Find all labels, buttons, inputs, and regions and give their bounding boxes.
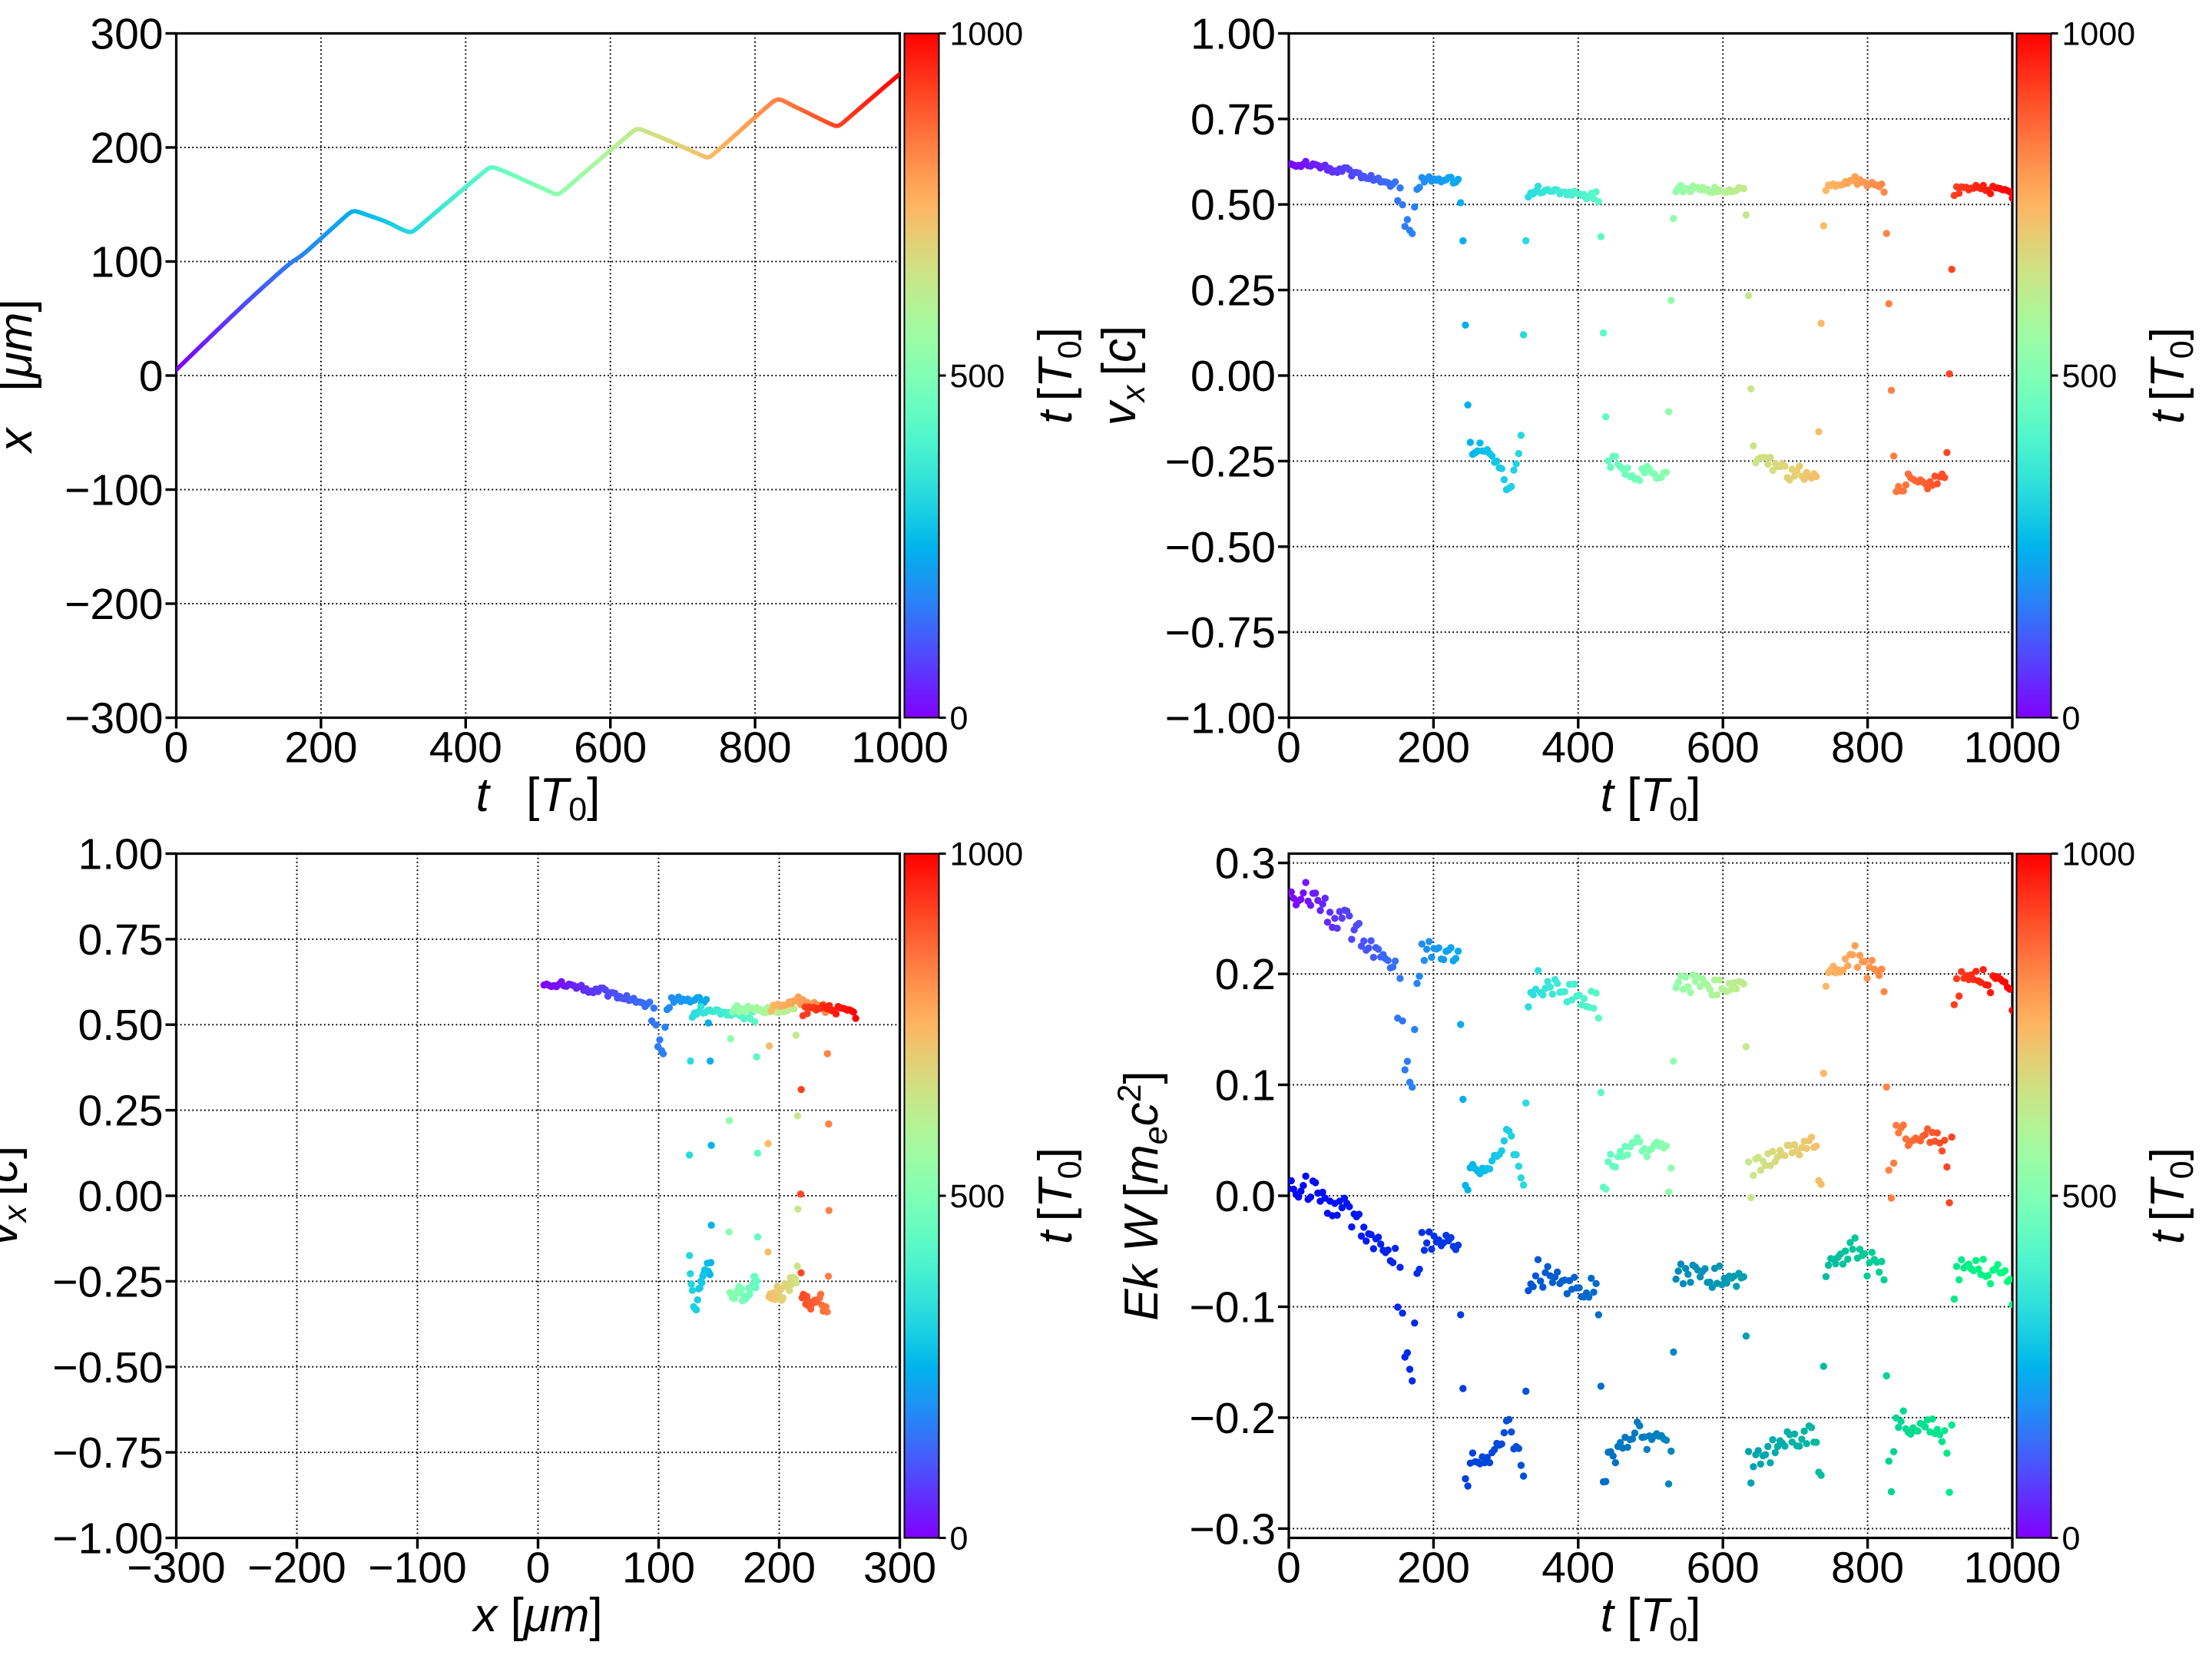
svg-text:−0.50: −0.50 (1165, 523, 1276, 572)
svg-text:1000: 1000 (1964, 1544, 2061, 1593)
svg-text:0: 0 (950, 700, 969, 737)
svg-text:−0.25: −0.25 (52, 1257, 163, 1306)
svg-text:0.25: 0.25 (1190, 266, 1276, 316)
svg-text:0: 0 (1277, 1544, 1301, 1593)
svg-text:0.75: 0.75 (1190, 95, 1276, 144)
svg-text:100: 100 (90, 238, 163, 287)
svg-text:−0.50: −0.50 (52, 1343, 163, 1392)
svg-text:300: 300 (863, 1544, 936, 1593)
svg-text:−0.3: −0.3 (1189, 1505, 1276, 1554)
svg-text:−100: −100 (65, 466, 163, 515)
svg-text:1.00: 1.00 (1190, 10, 1276, 59)
svg-text:400: 400 (429, 723, 502, 773)
svg-text:0.00: 0.00 (1190, 352, 1276, 401)
svg-text:0.75: 0.75 (78, 915, 164, 965)
svg-text:600: 600 (1687, 723, 1760, 773)
svg-text:x [μm]: x [μm] (0, 299, 42, 454)
svg-text:400: 400 (1541, 723, 1614, 773)
svg-text:0: 0 (139, 352, 164, 401)
svg-text:0: 0 (2062, 700, 2081, 737)
svg-text:0.2: 0.2 (1215, 950, 1276, 999)
svg-text:0.0: 0.0 (1215, 1172, 1276, 1221)
svg-text:500: 500 (950, 358, 1005, 395)
svg-text:200: 200 (284, 723, 357, 773)
svg-text:1000: 1000 (1964, 723, 2061, 773)
svg-text:−100: −100 (368, 1544, 466, 1593)
svg-text:500: 500 (950, 1178, 1005, 1215)
svg-text:100: 100 (622, 1544, 695, 1593)
svg-text:600: 600 (574, 723, 647, 773)
svg-text:1000: 1000 (2062, 16, 2136, 53)
svg-text:1.00: 1.00 (78, 830, 164, 879)
svg-text:200: 200 (90, 124, 163, 173)
svg-text:0.50: 0.50 (78, 1001, 164, 1050)
svg-text:0.00: 0.00 (78, 1172, 164, 1221)
svg-text:0: 0 (950, 1521, 969, 1557)
svg-text:200: 200 (743, 1544, 816, 1593)
svg-text:1000: 1000 (851, 723, 949, 773)
svg-text:800: 800 (1831, 723, 1904, 773)
svg-text:1000: 1000 (2062, 836, 2136, 873)
svg-text:−1.00: −1.00 (1165, 694, 1276, 743)
svg-text:0.50: 0.50 (1190, 180, 1276, 230)
svg-text:0: 0 (1277, 723, 1301, 773)
svg-text:−0.2: −0.2 (1189, 1394, 1276, 1443)
svg-text:vx [c]: vx [c] (1093, 326, 1152, 425)
svg-text:−0.75: −0.75 (1165, 608, 1276, 657)
svg-text:−200: −200 (65, 580, 163, 629)
svg-text:−200: −200 (247, 1544, 346, 1593)
svg-text:x [μm]: x [μm] (471, 1589, 602, 1642)
svg-text:−0.25: −0.25 (1165, 437, 1276, 486)
svg-text:0: 0 (164, 723, 189, 773)
svg-text:−0.1: −0.1 (1189, 1283, 1276, 1332)
svg-text:0: 0 (526, 1544, 551, 1593)
svg-text:0.1: 0.1 (1215, 1061, 1276, 1111)
svg-text:−300: −300 (65, 694, 163, 743)
svg-text:500: 500 (2062, 358, 2118, 395)
svg-text:300: 300 (90, 10, 163, 59)
svg-text:Ek W [mec2]: Ek W [mec2] (1111, 1071, 1174, 1320)
svg-text:0: 0 (2062, 1521, 2081, 1557)
svg-text:−1.00: −1.00 (52, 1514, 163, 1564)
svg-text:600: 600 (1687, 1544, 1760, 1593)
svg-text:0.3: 0.3 (1215, 839, 1276, 889)
svg-text:500: 500 (2062, 1178, 2118, 1215)
svg-text:400: 400 (1541, 1544, 1614, 1593)
svg-text:200: 200 (1397, 1544, 1470, 1593)
svg-text:800: 800 (719, 723, 792, 773)
svg-text:800: 800 (1831, 1544, 1904, 1593)
svg-text:0.25: 0.25 (78, 1087, 164, 1136)
svg-text:−0.75: −0.75 (52, 1428, 163, 1478)
svg-text:1000: 1000 (950, 16, 1024, 53)
svg-text:200: 200 (1397, 723, 1470, 773)
svg-text:1000: 1000 (950, 836, 1024, 873)
